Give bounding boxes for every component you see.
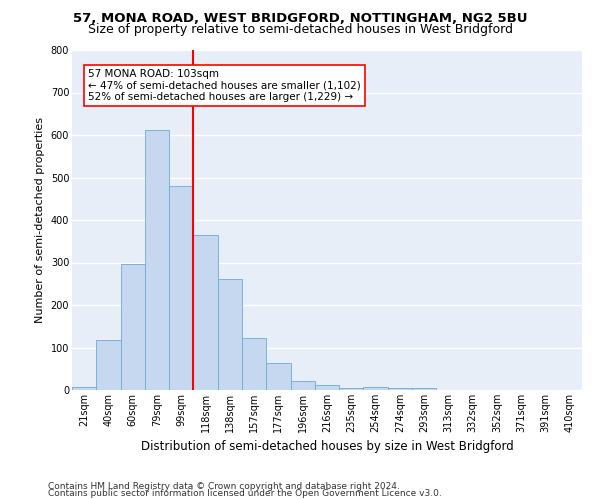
Text: Size of property relative to semi-detached houses in West Bridgford: Size of property relative to semi-detach… xyxy=(88,22,512,36)
Text: Contains public sector information licensed under the Open Government Licence v3: Contains public sector information licen… xyxy=(48,489,442,498)
Text: Contains HM Land Registry data © Crown copyright and database right 2024.: Contains HM Land Registry data © Crown c… xyxy=(48,482,400,491)
Bar xyxy=(412,388,436,390)
Bar xyxy=(339,388,364,390)
Bar xyxy=(96,340,121,390)
Bar xyxy=(72,386,96,390)
Bar xyxy=(121,264,145,390)
Bar xyxy=(388,388,412,390)
Text: 57 MONA ROAD: 103sqm
← 47% of semi-detached houses are smaller (1,102)
52% of se: 57 MONA ROAD: 103sqm ← 47% of semi-detac… xyxy=(88,69,361,102)
Bar xyxy=(169,186,193,390)
Bar xyxy=(290,380,315,390)
Bar xyxy=(315,385,339,390)
Bar xyxy=(193,235,218,390)
X-axis label: Distribution of semi-detached houses by size in West Bridgford: Distribution of semi-detached houses by … xyxy=(140,440,514,454)
Bar xyxy=(242,338,266,390)
Bar xyxy=(218,278,242,390)
Bar xyxy=(364,386,388,390)
Bar xyxy=(145,130,169,390)
Text: 57, MONA ROAD, WEST BRIDGFORD, NOTTINGHAM, NG2 5BU: 57, MONA ROAD, WEST BRIDGFORD, NOTTINGHA… xyxy=(73,12,527,26)
Bar xyxy=(266,363,290,390)
Y-axis label: Number of semi-detached properties: Number of semi-detached properties xyxy=(35,117,45,323)
